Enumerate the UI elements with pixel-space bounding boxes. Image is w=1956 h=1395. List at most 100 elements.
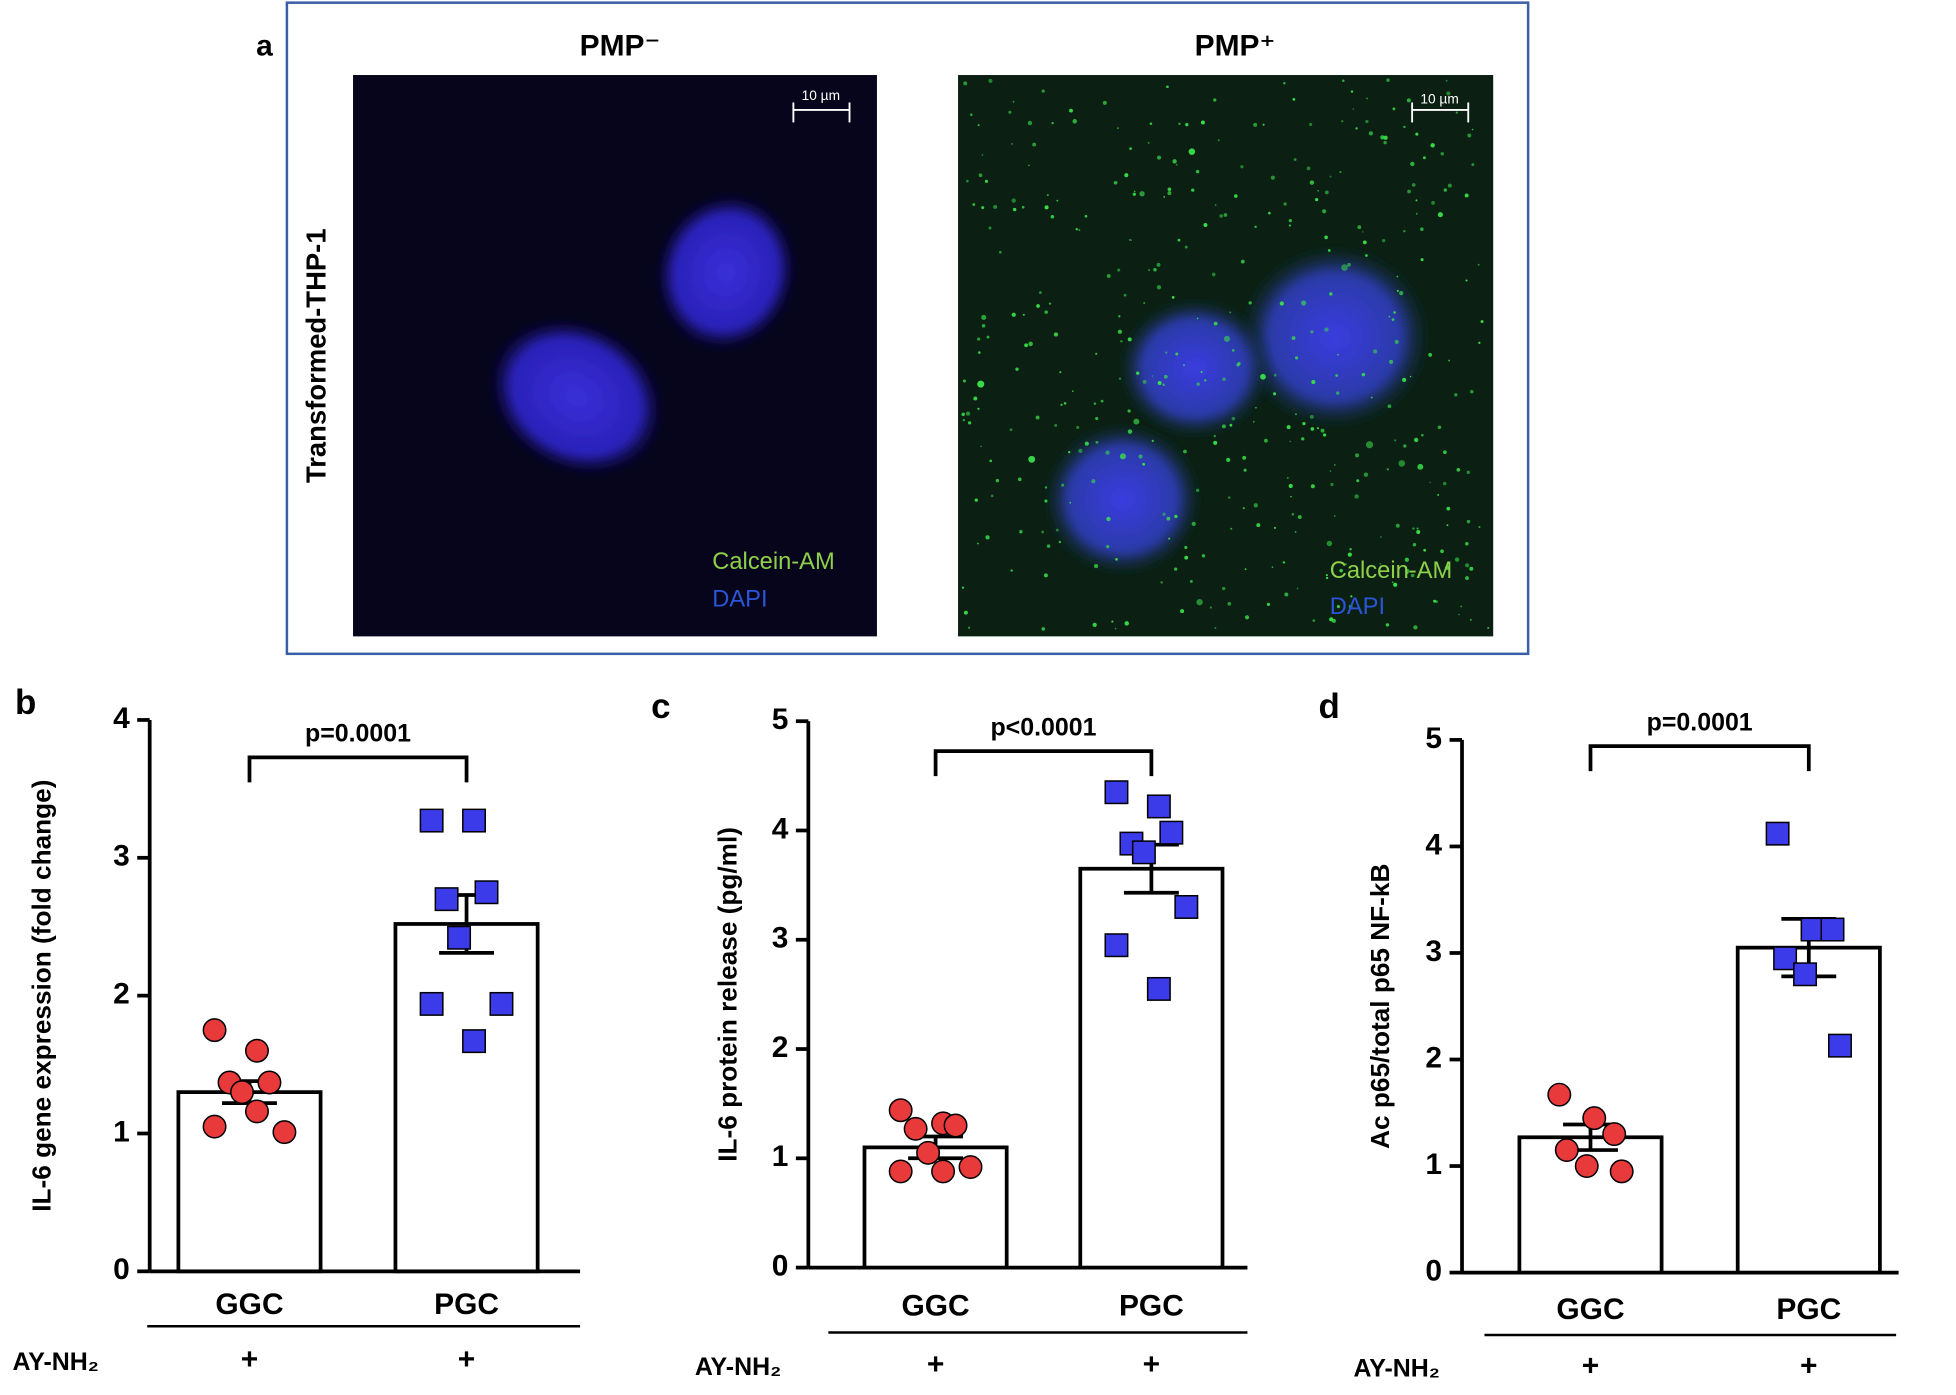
fluorescent-dot (1429, 481, 1431, 484)
x-tick-label: GGC (1556, 1293, 1624, 1326)
data-point (916, 1140, 941, 1165)
fluorescent-dot (1403, 444, 1407, 448)
x-tick-label: GGC (215, 1288, 283, 1321)
fluorescent-dot (1240, 259, 1245, 264)
fluorescent-dot (1286, 425, 1291, 430)
x-tick-label: GGC (902, 1289, 970, 1322)
significance-bracket (247, 755, 469, 783)
p-value: p<0.0001 (990, 713, 1096, 741)
data-point (1146, 794, 1171, 819)
fluorescent-dot (1391, 581, 1394, 583)
fluorescent-dot (1188, 148, 1196, 155)
fluorescent-dot (1320, 428, 1325, 433)
fluorescent-dot (1339, 171, 1342, 174)
fluorescent-dot (972, 203, 976, 206)
fluorescent-dot (1437, 425, 1442, 430)
fluorescent-dot (1253, 503, 1258, 508)
fluorescent-dot (1015, 367, 1019, 371)
fluorescent-dot (1027, 120, 1033, 126)
fluorescent-dot (1310, 484, 1315, 489)
fluorescent-dot (1421, 433, 1424, 437)
fluorescent-dot (1120, 340, 1123, 343)
fluorescent-dot (1060, 403, 1063, 406)
fluorescent-dot (962, 419, 965, 422)
fluorescent-dot (1252, 420, 1255, 423)
fluorescent-dot (1410, 161, 1415, 167)
fluorescent-dot (1339, 568, 1343, 573)
fluorescent-dot (1470, 389, 1474, 394)
fluorescent-dot (1324, 190, 1329, 195)
fluorescent-dot (1093, 402, 1097, 405)
scale-bar (792, 102, 1470, 123)
fluorescent-dot (1311, 379, 1316, 385)
y-tick-label: 3 (1425, 935, 1442, 968)
fluorescent-dot (1055, 528, 1059, 532)
significance-bracket (1588, 744, 1811, 772)
fluorescent-dot (1264, 438, 1268, 443)
fluorescent-dot (1217, 139, 1220, 142)
fluorescent-dot (1317, 190, 1319, 192)
y-axis-label: Ac p65/total p65 NF-kB (1365, 864, 1395, 1149)
fluorescent-dot (1157, 381, 1162, 385)
treatment-label: AY-NH₂ (1353, 1354, 1439, 1382)
panel-label: d (1319, 687, 1340, 726)
fluorescent-dot (1380, 135, 1385, 140)
fluorescent-dot (1392, 107, 1396, 111)
fluorescent-dot (1283, 561, 1286, 564)
fluorescent-dot (1091, 479, 1096, 484)
fluorescent-dot (1295, 413, 1297, 416)
fluorescent-dot (1254, 225, 1257, 229)
fluorescent-dot (1106, 516, 1111, 522)
fluorescent-dot (1211, 272, 1216, 277)
fluorescent-dot (1012, 207, 1017, 212)
fluorescent-dot (1149, 122, 1153, 125)
fluorescent-dot (1335, 391, 1340, 395)
fluorescent-dot (968, 626, 971, 629)
fluorescent-dot (1184, 555, 1189, 560)
fluorescent-dot (1355, 127, 1358, 130)
fluorescent-dot (1329, 470, 1332, 472)
y-tick-label: 3 (113, 840, 130, 873)
fluorescent-dot (1383, 135, 1388, 140)
fluorescent-dot (1382, 238, 1386, 243)
fluorescent-dot (1416, 530, 1421, 534)
fluorescent-dot (1268, 211, 1271, 215)
fluorescent-dot (1466, 519, 1471, 524)
fluorescent-dot (1469, 566, 1474, 571)
fluorescent-dot (1435, 600, 1438, 604)
fluorescent-dot (1386, 468, 1389, 471)
fluorescent-dot (1221, 424, 1226, 429)
fluorescent-dot (1391, 318, 1395, 322)
fluorescent-dot (1092, 622, 1097, 627)
fluorescent-dot (1106, 545, 1110, 549)
fluorescent-dot (1454, 557, 1460, 562)
fluorescent-dot (1283, 82, 1286, 85)
fluorescent-dot (963, 81, 968, 86)
fluorescent-dot (1053, 332, 1059, 337)
fluorescent-dot (1156, 262, 1161, 267)
fluorescent-dot (977, 407, 980, 410)
fluorescent-dot (1330, 482, 1334, 487)
fluorescent-dot (1148, 268, 1151, 272)
fluorescent-dot (1471, 163, 1475, 167)
fluorescent-dot (1117, 268, 1121, 272)
fluorescent-dot (1420, 258, 1424, 262)
fluorescent-dot (1341, 264, 1348, 271)
fluorescent-dot (1201, 554, 1206, 558)
data-point (1104, 933, 1129, 958)
fluorescent-dot (1138, 454, 1143, 459)
fluorescent-dot (981, 314, 987, 320)
fluorescent-dot (1227, 496, 1231, 499)
fluorescent-dot (1036, 304, 1040, 308)
data-point (1828, 1033, 1852, 1058)
fluorescent-dot (1315, 197, 1319, 202)
fluorescent-dot (1175, 163, 1178, 166)
fluorescent-dot (1469, 618, 1472, 621)
fluorescent-dot (1183, 449, 1187, 454)
fluorescent-dot (986, 335, 990, 339)
fluorescent-dot (1151, 439, 1154, 442)
fluorescent-dot (1336, 605, 1341, 609)
fluorescent-dot (1071, 390, 1074, 393)
significance-bracket (933, 749, 1154, 777)
